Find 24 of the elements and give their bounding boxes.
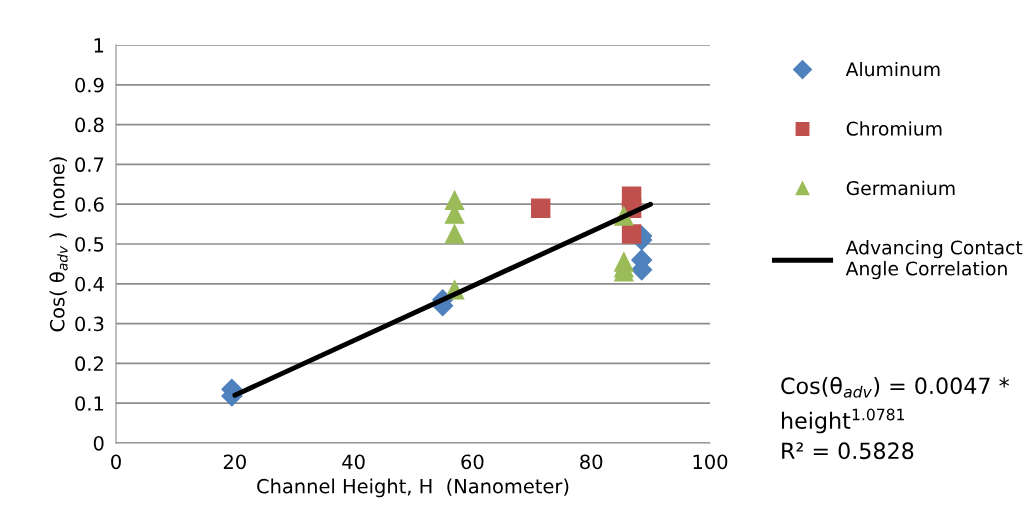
y-tick-label: 1 (94, 38, 104, 53)
text: Cos(θ$_{adv}$) = 0.0047 * height$^{1.0781}$ R² = 0.5828 (781, 376, 1010, 460)
y-tick-label: 0 (93, 435, 104, 451)
y-tick-label: 0.8 (75, 117, 104, 133)
y-tick-label: 0.5 (75, 236, 104, 252)
legend-label: Advancing Contact Angle Correlation (845, 240, 1023, 280)
y-tick-label: 0.4 (75, 276, 104, 292)
y-tick-label: 0.3 (75, 316, 104, 332)
x-tick-label: 20 (223, 454, 246, 470)
y-tick-label: 0.6 (75, 197, 104, 212)
y-axis-title: Cos( θ$_{adv}$ ) (none) (49, 157, 68, 332)
legend-label: Germanium (846, 180, 955, 196)
x-tick-label: 100 (693, 454, 728, 470)
x-tick-label: 60 (461, 454, 484, 470)
y-tick-label: 0.2 (75, 356, 103, 372)
x-tick-label: 40 (342, 454, 365, 470)
x-tick-label: 0 (111, 454, 121, 470)
y-tick-label: 0.9 (75, 77, 104, 93)
x-axis-title: Channel Height, H (Nanometer) (257, 478, 569, 498)
x-tick-label: 80 (580, 454, 603, 470)
legend-label: Aluminum (845, 61, 940, 77)
y-tick-label: 0.1 (75, 396, 104, 411)
legend-label: Chromium (846, 121, 942, 136)
y-tick-label: 0.7 (75, 157, 104, 173)
